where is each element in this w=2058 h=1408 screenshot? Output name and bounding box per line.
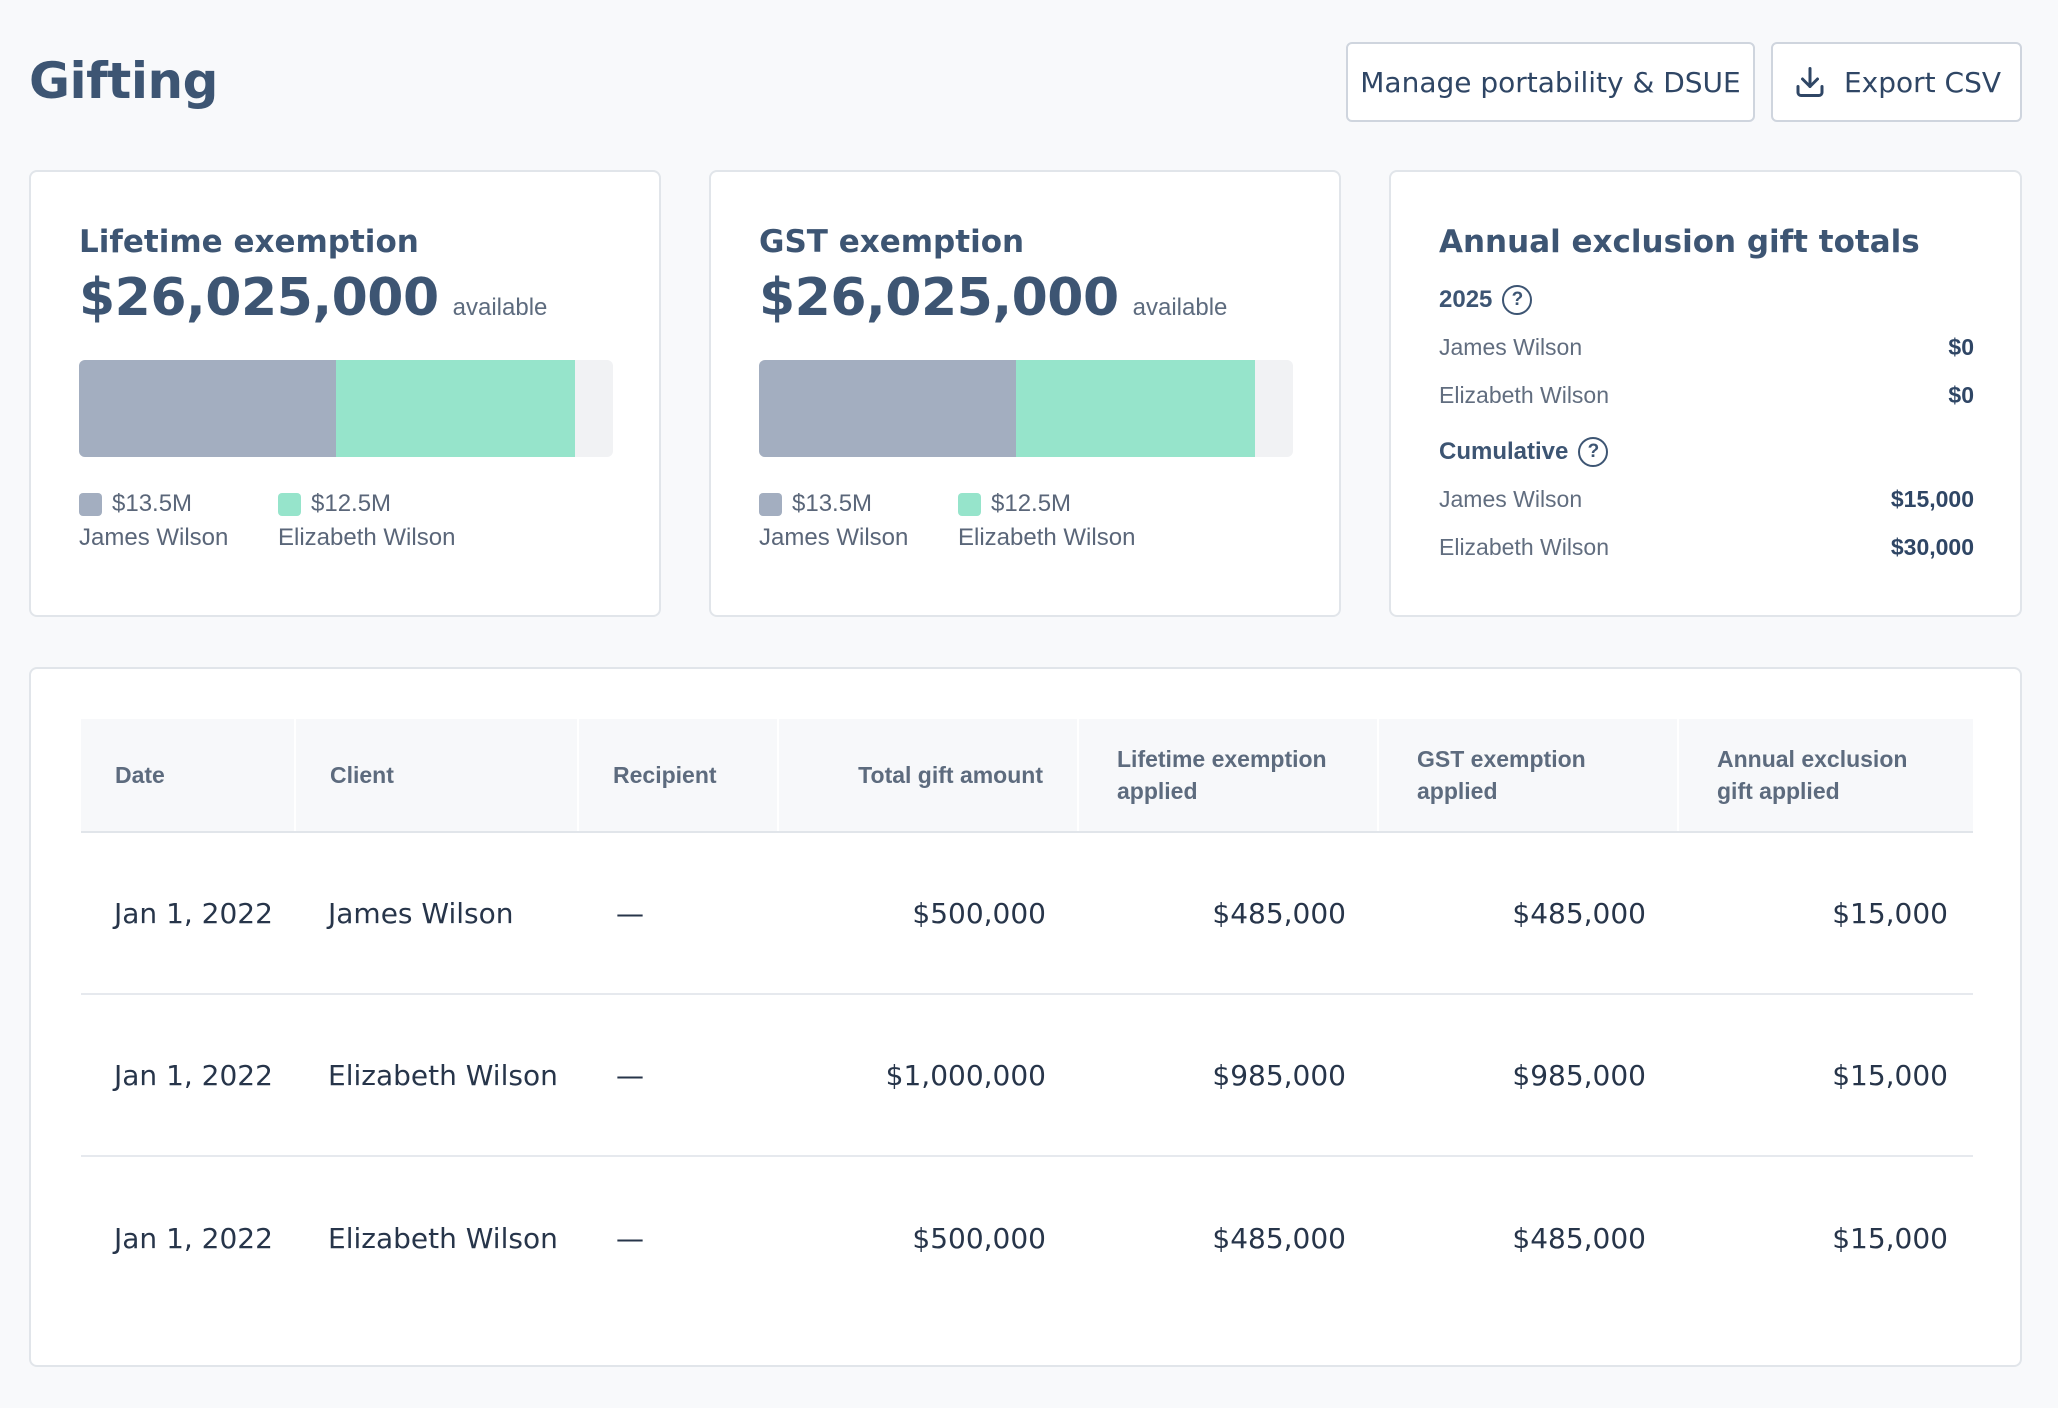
header-date[interactable]: Date (81, 719, 296, 831)
header-line: GST exemption (1417, 746, 1586, 772)
table-row[interactable]: Jan 1, 2022 Elizabeth Wilson — $1,000,00… (81, 995, 1973, 1157)
cell-recipient: — (616, 1221, 644, 1255)
cell-total-gift-amount: $1,000,000 (885, 1058, 1046, 1092)
cell-date: Jan 1, 2022 (114, 1221, 273, 1255)
cell-annual-exclusion: $15,000 (1832, 1221, 1948, 1255)
cell-annual-exclusion: $15,000 (1832, 896, 1948, 930)
help-icon[interactable]: ? (1578, 437, 1609, 467)
cumulative-row-elizabeth: Elizabeth Wilson $30,000 (1439, 534, 1974, 561)
legend-value: $13.5M (792, 490, 873, 517)
export-csv-button[interactable]: Export CSV (1771, 42, 2022, 122)
table-row[interactable]: Jan 1, 2022 James Wilson — $500,000 $485… (81, 833, 1973, 995)
year-row-elizabeth: Elizabeth Wilson $0 (1439, 382, 1974, 409)
cumulative-row-james: James Wilson $15,000 (1439, 486, 1974, 513)
year-row-value: $0 (1948, 334, 1974, 360)
lifetime-exemption-bar (79, 360, 613, 457)
legend-name: Elizabeth Wilson (278, 524, 456, 551)
lifetime-exemption-amount: $26,025,000 available (79, 268, 547, 328)
legend-swatch (759, 492, 782, 516)
header-total-gift-amount[interactable]: Total gift amount (779, 719, 1079, 831)
header-line: gift applied (1717, 778, 1840, 804)
cell-gst-exemption: $985,000 (1512, 1058, 1646, 1092)
lifetime-bar-segment-elizabeth (336, 360, 575, 457)
lifetime-legend-elizabeth: $12.5M Elizabeth Wilson (278, 490, 455, 552)
header-line: applied (1417, 778, 1498, 804)
cell-lifetime-exemption: $485,000 (1212, 896, 1346, 930)
lifetime-exemption-title: Lifetime exemption (79, 224, 419, 260)
year-heading: 2025 ? (1439, 285, 1533, 315)
lifetime-legend-james: $13.5M James Wilson (79, 490, 228, 552)
cumulative-row-name: James Wilson (1439, 486, 1583, 512)
manage-portability-dsue-button[interactable]: Manage portability & DSUE (1346, 42, 1755, 122)
cell-date: Jan 1, 2022 (114, 896, 273, 930)
lifetime-bar-segment-james (79, 360, 337, 457)
cell-client: James Wilson (328, 896, 514, 930)
cell-gst-exemption: $485,000 (1512, 896, 1646, 930)
lifetime-exemption-suffix: available (452, 294, 548, 321)
lifetime-exemption-card: Lifetime exemption $26,025,000 available… (29, 170, 661, 617)
gifts-table-header: Date Client Recipient Total gift amount … (81, 719, 1973, 833)
cell-recipient: — (616, 896, 644, 930)
header-recipient[interactable]: Recipient (579, 719, 779, 831)
header-client[interactable]: Client (296, 719, 579, 831)
gst-exemption-value: $26,025,000 (759, 268, 1119, 328)
gst-exemption-amount: $26,025,000 available (759, 268, 1227, 328)
gst-exemption-card: GST exemption $26,025,000 available $13.… (709, 170, 1341, 617)
cumulative-heading: Cumulative ? (1439, 437, 1609, 467)
legend-name: James Wilson (759, 524, 909, 551)
cumulative-row-value: $15,000 (1890, 486, 1974, 512)
legend-swatch (79, 492, 102, 516)
cell-client: Elizabeth Wilson (328, 1058, 558, 1092)
cell-total-gift-amount: $500,000 (912, 896, 1046, 930)
gifts-table-card: Date Client Recipient Total gift amount … (29, 667, 2022, 1367)
header-lifetime-exemption-applied[interactable]: Lifetime exemption applied (1079, 719, 1379, 831)
cell-lifetime-exemption: $485,000 (1212, 1221, 1346, 1255)
lifetime-exemption-value: $26,025,000 (79, 268, 439, 328)
annual-exclusion-title: Annual exclusion gift totals (1439, 224, 1920, 260)
cell-client: Elizabeth Wilson (328, 1221, 558, 1255)
legend-swatch (958, 492, 981, 516)
gst-exemption-title: GST exemption (759, 224, 1025, 260)
export-csv-label: Export CSV (1843, 65, 2002, 99)
year-label: 2025 (1439, 286, 1493, 313)
table-row[interactable]: Jan 1, 2022 Elizabeth Wilson — $500,000 … (81, 1157, 1973, 1319)
cell-date: Jan 1, 2022 (114, 1058, 273, 1092)
legend-swatch (278, 492, 301, 516)
header-gst-exemption-applied[interactable]: GST exemption applied (1379, 719, 1679, 831)
gst-legend-james: $13.5M James Wilson (759, 490, 908, 552)
gst-bar-segment-james (759, 360, 1017, 457)
cumulative-label: Cumulative (1439, 438, 1569, 465)
download-icon (1796, 67, 1824, 97)
page-title: Gifting (29, 52, 218, 110)
year-row-james: James Wilson $0 (1439, 334, 1974, 361)
cell-recipient: — (616, 1058, 644, 1092)
legend-name: Elizabeth Wilson (958, 524, 1136, 551)
year-row-name: James Wilson (1439, 334, 1583, 360)
gst-exemption-bar (759, 360, 1293, 457)
cell-total-gift-amount: $500,000 (912, 1221, 1046, 1255)
legend-value: $12.5M (311, 490, 392, 517)
cell-annual-exclusion: $15,000 (1832, 1058, 1948, 1092)
legend-name: James Wilson (79, 524, 229, 551)
cumulative-row-name: Elizabeth Wilson (1439, 534, 1610, 560)
cell-gst-exemption: $485,000 (1512, 1221, 1646, 1255)
legend-value: $13.5M (112, 490, 193, 517)
header-annual-exclusion-gift-applied[interactable]: Annual exclusion gift applied (1679, 719, 1973, 831)
annual-exclusion-card: Annual exclusion gift totals 2025 ? Jame… (1389, 170, 2022, 617)
year-row-value: $0 (1948, 382, 1974, 408)
cumulative-row-value: $30,000 (1890, 534, 1974, 560)
help-icon[interactable]: ? (1502, 285, 1533, 315)
gst-exemption-suffix: available (1132, 294, 1228, 321)
legend-value: $12.5M (991, 490, 1072, 517)
manage-portability-dsue-label: Manage portability & DSUE (1360, 65, 1741, 99)
cell-lifetime-exemption: $985,000 (1212, 1058, 1346, 1092)
header-line: Lifetime exemption (1117, 746, 1327, 772)
gst-legend-elizabeth: $12.5M Elizabeth Wilson (958, 490, 1135, 552)
gst-bar-segment-elizabeth (1016, 360, 1255, 457)
year-row-name: Elizabeth Wilson (1439, 382, 1610, 408)
header-line: applied (1117, 778, 1198, 804)
header-line: Annual exclusion (1717, 746, 1908, 772)
